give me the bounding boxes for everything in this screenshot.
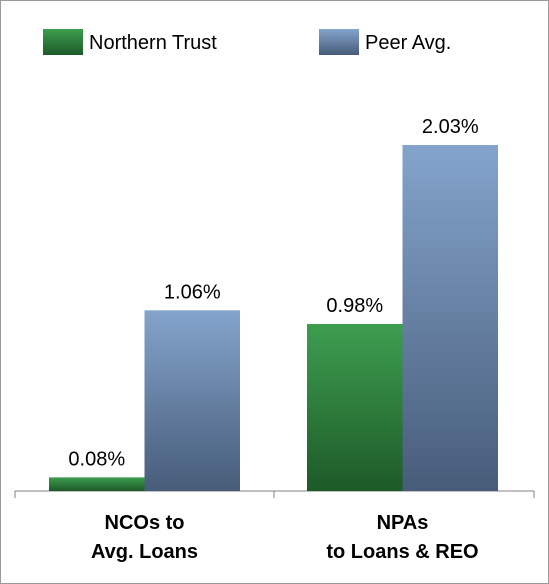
data-label: 2.03% — [422, 116, 479, 138]
legend-label: Northern Trust — [89, 32, 217, 54]
data-label: 0.08% — [68, 448, 125, 470]
bar — [307, 323, 403, 491]
data-label: 1.06% — [164, 281, 221, 303]
legend-swatch — [43, 29, 83, 55]
bar — [144, 310, 240, 491]
data-label: 0.98% — [326, 295, 383, 317]
bar — [49, 477, 145, 491]
x-tick-label: NPAs to Loans & REO — [326, 512, 479, 563]
legend-label: Peer Avg. — [365, 32, 451, 54]
x-tick-label: NCOs to Avg. Loans — [90, 512, 199, 563]
legend-swatch — [319, 29, 359, 55]
bar — [402, 145, 498, 491]
